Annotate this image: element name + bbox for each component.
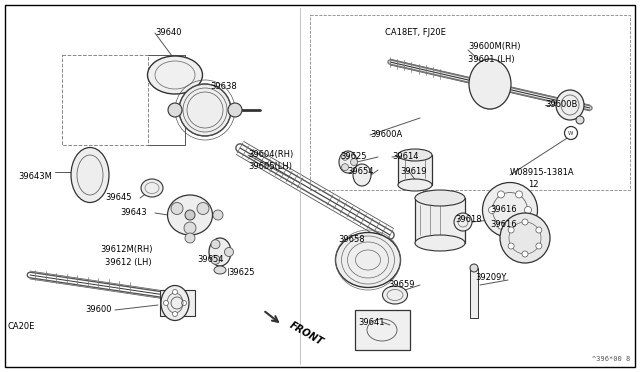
Text: 39605(LH): 39605(LH) — [248, 162, 292, 171]
Ellipse shape — [184, 222, 196, 234]
Ellipse shape — [508, 227, 514, 233]
Text: 12: 12 — [528, 180, 538, 189]
Text: 39641: 39641 — [358, 318, 385, 327]
Ellipse shape — [342, 164, 349, 171]
Ellipse shape — [335, 232, 401, 288]
Text: 39625: 39625 — [228, 268, 255, 277]
Ellipse shape — [508, 243, 514, 249]
Ellipse shape — [469, 59, 511, 109]
Ellipse shape — [351, 158, 358, 166]
Ellipse shape — [185, 233, 195, 243]
Bar — [160, 290, 195, 316]
Text: W: W — [568, 131, 573, 135]
Text: 39654: 39654 — [347, 167, 374, 176]
Text: 39638: 39638 — [210, 82, 237, 91]
Text: 39600A: 39600A — [370, 130, 403, 139]
Ellipse shape — [556, 90, 584, 120]
Bar — [470, 268, 478, 318]
Ellipse shape — [515, 191, 522, 198]
Ellipse shape — [353, 164, 371, 186]
Ellipse shape — [398, 149, 432, 161]
Text: 39600: 39600 — [85, 305, 111, 314]
Text: 39645: 39645 — [105, 193, 131, 202]
Ellipse shape — [161, 285, 189, 321]
Text: 39643M: 39643M — [18, 172, 52, 181]
Ellipse shape — [171, 202, 183, 215]
Ellipse shape — [522, 251, 528, 257]
Ellipse shape — [342, 153, 349, 160]
Text: 39600B: 39600B — [545, 100, 577, 109]
Ellipse shape — [179, 84, 231, 136]
Text: 39643: 39643 — [120, 208, 147, 217]
Text: CA18ET, FJ20E: CA18ET, FJ20E — [385, 28, 446, 37]
Text: W08915-1381A: W08915-1381A — [510, 168, 575, 177]
Ellipse shape — [483, 183, 538, 237]
Ellipse shape — [214, 266, 226, 274]
Ellipse shape — [209, 238, 231, 266]
Ellipse shape — [522, 219, 528, 225]
Text: 39612M(RH): 39612M(RH) — [100, 245, 152, 254]
Text: 39658: 39658 — [338, 235, 365, 244]
Ellipse shape — [185, 210, 195, 220]
Ellipse shape — [497, 222, 504, 229]
Ellipse shape — [213, 210, 223, 220]
Ellipse shape — [228, 103, 242, 117]
Text: CA20E: CA20E — [8, 322, 35, 331]
Ellipse shape — [454, 213, 472, 231]
Text: 39640: 39640 — [155, 28, 182, 37]
Ellipse shape — [536, 227, 542, 233]
Text: 39601 (LH): 39601 (LH) — [468, 55, 515, 64]
Text: 39659: 39659 — [388, 280, 415, 289]
Ellipse shape — [500, 213, 550, 263]
Text: 39600M(RH): 39600M(RH) — [468, 42, 520, 51]
Text: 39625: 39625 — [340, 152, 367, 161]
Ellipse shape — [147, 56, 202, 94]
Text: 39654: 39654 — [197, 255, 223, 264]
Text: FRONT: FRONT — [288, 320, 325, 347]
Text: 39618: 39618 — [455, 215, 482, 224]
Text: 39619: 39619 — [400, 167, 426, 176]
Ellipse shape — [225, 247, 234, 257]
Bar — [398, 155, 432, 185]
Text: 39604(RH): 39604(RH) — [248, 150, 293, 159]
Ellipse shape — [141, 179, 163, 197]
Text: 39209Y: 39209Y — [475, 273, 506, 282]
Bar — [355, 310, 410, 350]
Ellipse shape — [211, 255, 220, 264]
Ellipse shape — [415, 190, 465, 206]
Ellipse shape — [536, 243, 542, 249]
Ellipse shape — [576, 116, 584, 124]
Ellipse shape — [211, 240, 220, 249]
Ellipse shape — [197, 202, 209, 215]
Ellipse shape — [182, 301, 186, 305]
Bar — [62, 55, 148, 145]
Ellipse shape — [173, 311, 177, 317]
Text: 39612 (LH): 39612 (LH) — [105, 258, 152, 267]
Ellipse shape — [163, 301, 168, 305]
Ellipse shape — [415, 235, 465, 251]
Ellipse shape — [564, 126, 577, 140]
Ellipse shape — [398, 179, 432, 191]
Ellipse shape — [168, 195, 212, 235]
Ellipse shape — [71, 148, 109, 202]
Ellipse shape — [168, 103, 182, 117]
Ellipse shape — [383, 286, 408, 304]
Text: 39616: 39616 — [490, 205, 516, 214]
Bar — [415, 198, 465, 243]
Text: ^396*00 8: ^396*00 8 — [592, 356, 630, 362]
Ellipse shape — [339, 151, 357, 173]
Text: 39614: 39614 — [392, 152, 419, 161]
Ellipse shape — [497, 191, 504, 198]
Ellipse shape — [488, 206, 495, 214]
Bar — [310, 15, 630, 190]
Ellipse shape — [515, 222, 522, 229]
Ellipse shape — [525, 206, 531, 214]
Ellipse shape — [173, 289, 177, 295]
Ellipse shape — [470, 264, 478, 272]
Text: 39616: 39616 — [490, 220, 516, 229]
